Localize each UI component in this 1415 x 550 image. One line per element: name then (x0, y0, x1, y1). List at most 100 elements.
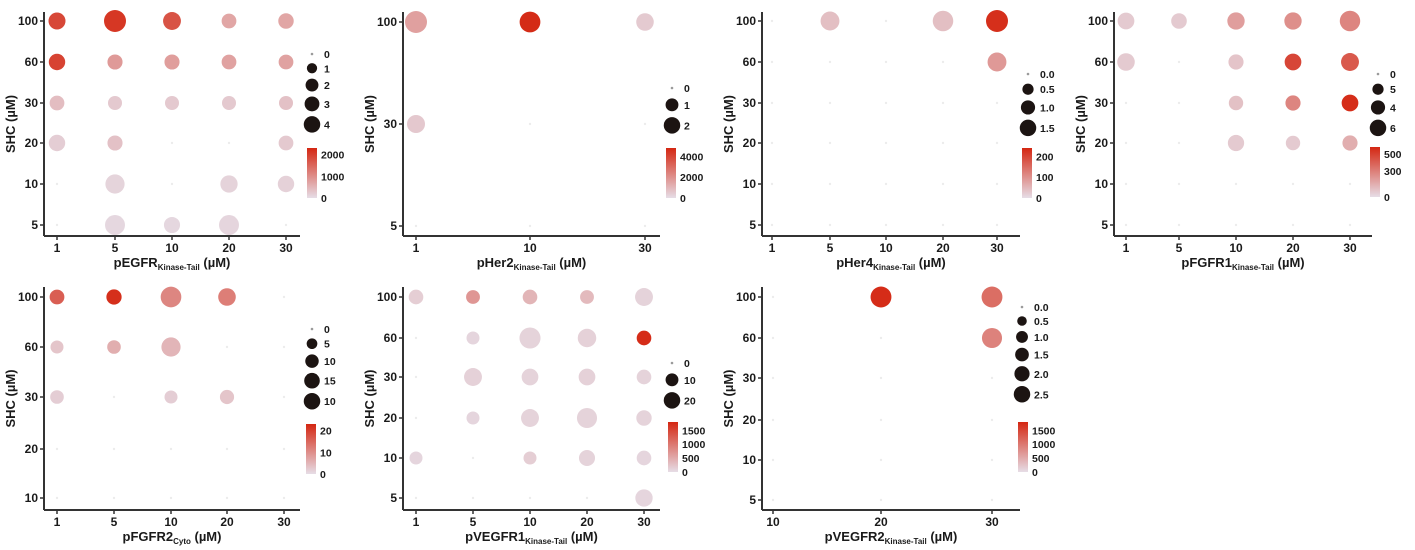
size-legend-label: 0.0 (1040, 69, 1055, 81)
data-bubble (636, 450, 652, 466)
x-tick-label: 30 (1343, 241, 1357, 255)
empty-grid-dot (995, 182, 999, 186)
y-tick-label: 10 (25, 491, 39, 505)
x-axis-title: pFGFR1Kinase-Tail (µM) (1181, 255, 1304, 272)
y-axis-title: SHC (µM) (362, 369, 377, 427)
x-axis-title: pVEGFR1Kinase-Tail (µM) (465, 529, 598, 546)
y-tick-label: 60 (384, 331, 398, 345)
size-legend-dot (304, 96, 320, 112)
size-legend-label: 1 (684, 100, 690, 112)
x-tick-label: 10 (1229, 241, 1243, 255)
empty-grid-dot (1124, 182, 1128, 186)
data-bubble (464, 368, 482, 386)
data-bubble (1284, 12, 1302, 30)
y-axis-title: SHC (µM) (362, 95, 377, 153)
empty-grid-dot (879, 376, 883, 380)
data-bubble (519, 11, 541, 33)
color-bar-label: 100 (1036, 172, 1054, 184)
empty-grid-dot (1348, 223, 1352, 227)
color-bar-label: 300 (1384, 166, 1402, 178)
y-axis-title: SHC (µM) (721, 95, 736, 153)
data-bubble (106, 289, 122, 305)
empty-grid-dot (770, 60, 774, 64)
y-tick-label: 60 (25, 55, 39, 69)
y-tick-label: 20 (25, 136, 39, 150)
empty-grid-dot (990, 418, 994, 422)
empty-grid-dot (227, 141, 231, 145)
y-tick-label: 30 (743, 96, 757, 110)
empty-grid-dot (282, 447, 286, 451)
size-legend-label: 6 (1390, 123, 1396, 135)
data-bubble (278, 95, 294, 111)
empty-grid-dot (471, 496, 475, 500)
empty-grid-dot (1177, 182, 1181, 186)
size-legend-dot (1016, 330, 1028, 343)
empty-grid-dot (884, 19, 888, 23)
data-bubble (1227, 12, 1245, 30)
size-legend-dot (1370, 100, 1386, 115)
size-legend-label: 15 (324, 376, 336, 388)
y-tick-label: 20 (25, 442, 39, 456)
empty-grid-dot (471, 456, 475, 460)
size-legend-label: 10 (324, 356, 336, 368)
size-legend-dot (1020, 100, 1036, 115)
y-tick-label: 5 (1101, 218, 1108, 232)
data-bubble (219, 389, 235, 405)
x-tick-label: 10 (523, 515, 537, 529)
size-legend-dot (1017, 316, 1027, 326)
size-legend-dot (663, 117, 681, 134)
data-bubble (405, 11, 427, 33)
empty-grid-dot (112, 447, 116, 451)
x-tick-label: 30 (277, 515, 291, 529)
data-bubble (409, 451, 423, 465)
empty-grid-dot (884, 141, 888, 145)
data-bubble (164, 95, 180, 111)
size-legend-label: 0 (1390, 69, 1396, 81)
empty-grid-dot (879, 498, 883, 502)
size-legend-dot (665, 373, 679, 387)
empty-grid-dot (770, 19, 774, 23)
color-bar-label: 0 (1384, 192, 1390, 204)
empty-grid-dot (55, 447, 59, 451)
y-tick-label: 20 (743, 413, 757, 427)
empty-grid-dot (1348, 182, 1352, 186)
empty-grid-dot (771, 336, 775, 340)
data-bubble (1228, 54, 1244, 70)
size-legend-dot (304, 372, 320, 389)
y-tick-label: 100 (18, 290, 38, 304)
y-tick-label: 5 (390, 219, 397, 233)
empty-grid-dot (995, 223, 999, 227)
x-tick-label: 1 (413, 241, 420, 255)
data-bubble (1339, 10, 1361, 32)
size-legend-dot (1022, 83, 1034, 95)
size-legend-label: 0.5 (1034, 316, 1049, 328)
empty-grid-dot (771, 376, 775, 380)
x-tick-label: 5 (827, 241, 834, 255)
data-bubble (408, 289, 424, 305)
size-legend-label: 10 (684, 375, 696, 387)
data-bubble (635, 288, 653, 306)
y-axis-title: SHC (µM) (721, 369, 736, 427)
data-bubble (220, 175, 238, 193)
y-tick-label: 10 (25, 177, 39, 191)
x-tick-label: 20 (222, 241, 236, 255)
empty-grid-dot (1234, 182, 1238, 186)
empty-grid-dot (282, 496, 286, 500)
empty-grid-dot (282, 395, 286, 399)
empty-grid-dot (828, 141, 832, 145)
empty-grid-dot (879, 458, 883, 462)
x-tick-label: 10 (879, 241, 893, 255)
color-bar (1018, 422, 1028, 472)
data-bubble (48, 53, 66, 71)
color-bar-label: 1000 (321, 171, 345, 183)
y-axis-title: SHC (µM) (1073, 95, 1088, 153)
data-bubble (107, 95, 123, 111)
data-bubble (221, 95, 237, 111)
y-tick-label: 30 (743, 371, 757, 385)
size-legend-dot (310, 52, 314, 56)
y-axis-title: SHC (µM) (3, 95, 18, 153)
data-bubble (218, 288, 236, 306)
data-bubble (1285, 95, 1301, 111)
empty-grid-dot (1177, 223, 1181, 227)
